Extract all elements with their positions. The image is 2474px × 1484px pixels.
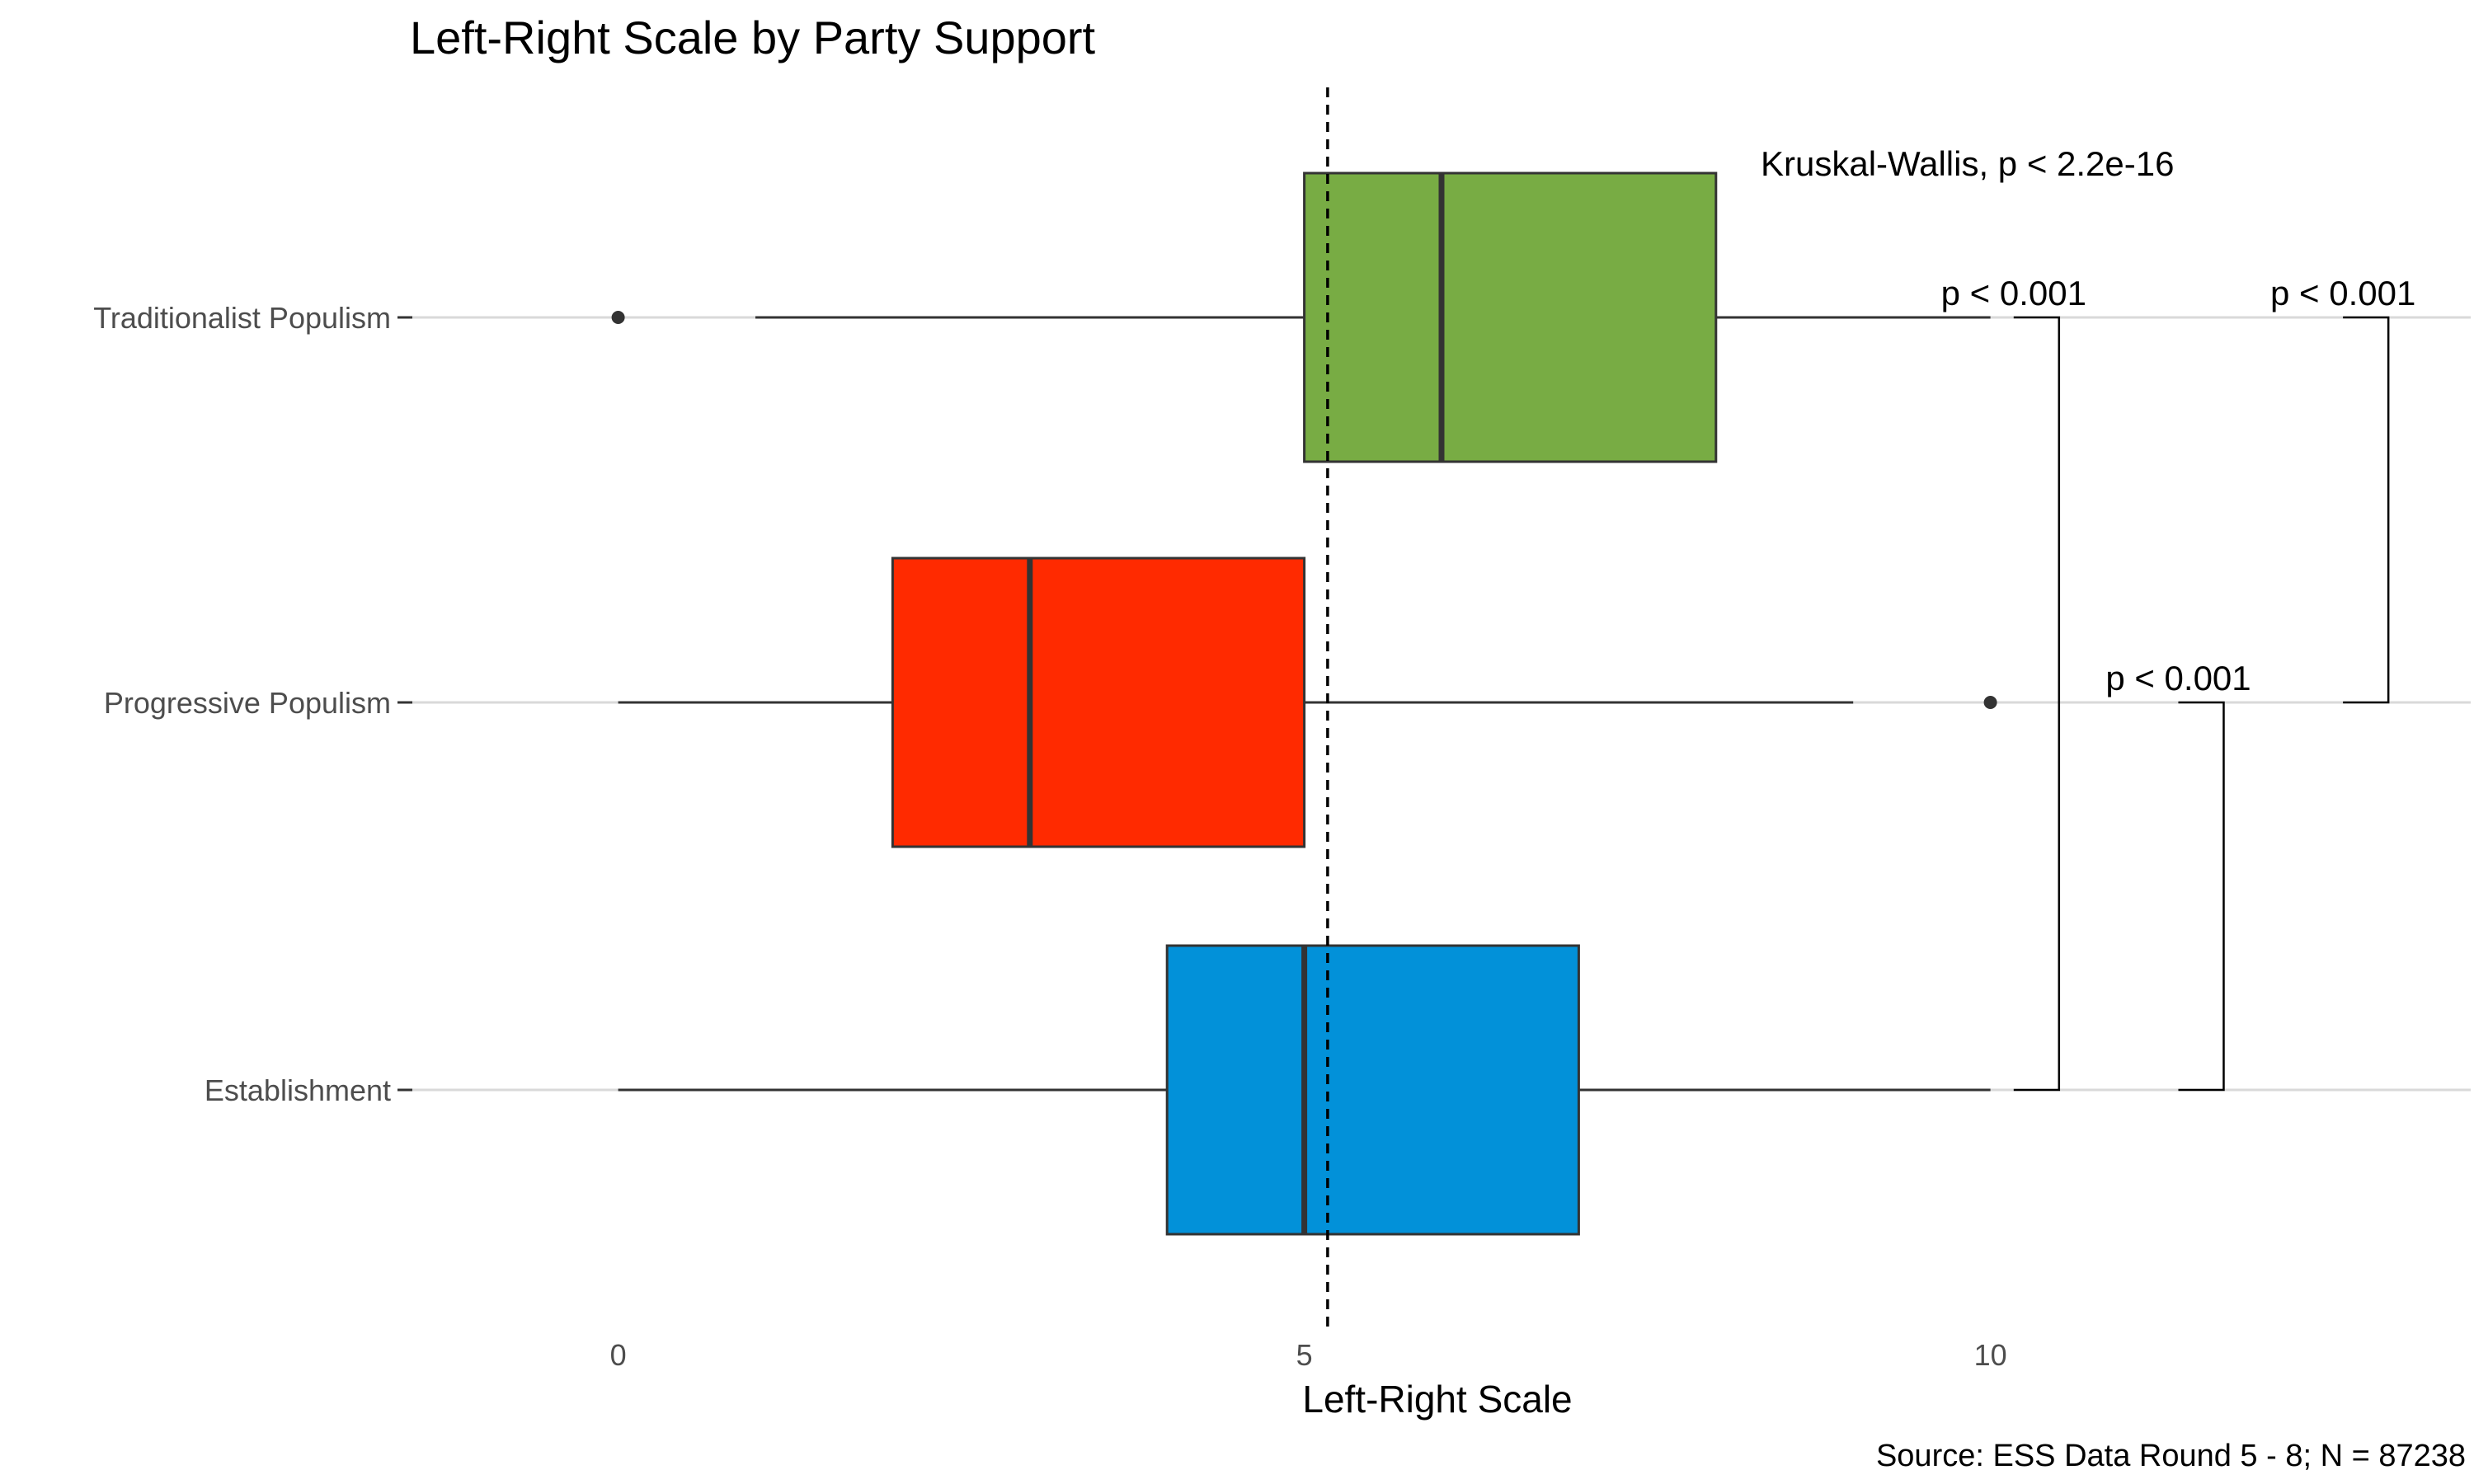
- box-layer: [611, 171, 1997, 1236]
- source-caption: Source: ESS Data Round 5 - 8; N = 87238: [1876, 1439, 2466, 1473]
- category-label: Traditionalist Populism: [93, 301, 391, 335]
- p-value-label: p < 0.001: [1941, 274, 2086, 312]
- box-iqr: [891, 556, 1306, 848]
- outlier-point: [1983, 696, 1997, 709]
- box-iqr: [1165, 944, 1580, 1236]
- kruskal-wallis-label: Kruskal-Wallis, p < 2.2e-16: [1761, 144, 2174, 183]
- box-iqr: [1303, 171, 1718, 463]
- p-value-label: p < 0.001: [2270, 274, 2415, 312]
- annotation-layer: Kruskal-Wallis, p < 2.2e-16 p < 0.001 p < …: [1761, 144, 2415, 1092]
- x-axis-title: Left-Right Scale: [1302, 1378, 1572, 1421]
- x-tick-label: 10: [1974, 1338, 2007, 1372]
- significance-bracket: [2013, 316, 2061, 1092]
- x-tick-label: 5: [1296, 1338, 1313, 1372]
- category-label: Establishment: [205, 1073, 391, 1107]
- p-value-label: p < 0.001: [2105, 659, 2251, 697]
- x-tick-label: 0: [610, 1338, 627, 1372]
- outlier-point: [611, 311, 625, 324]
- category-label: Progressive Populism: [104, 686, 391, 720]
- chart-title: Left-Right Scale by Party Support: [410, 12, 1096, 63]
- axis-layer: Traditionalist Populism Progressive Popul…: [93, 301, 2006, 1372]
- significance-bracket: [2178, 701, 2225, 1092]
- significance-bracket: [2343, 316, 2390, 704]
